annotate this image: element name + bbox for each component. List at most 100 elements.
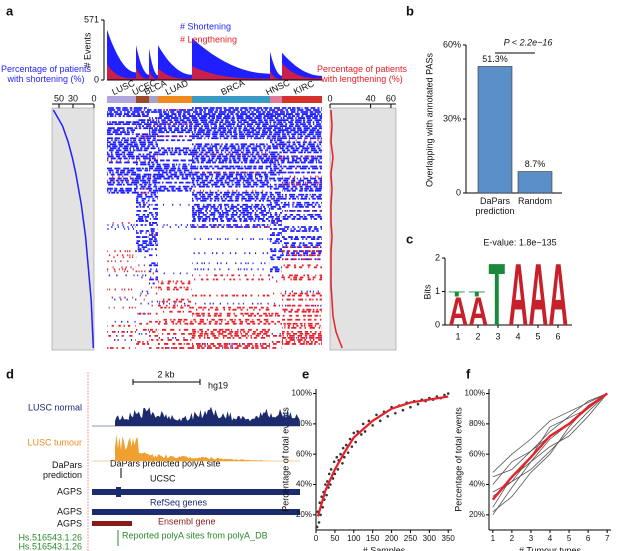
scale-label: 2 kb [157, 369, 174, 379]
category-label: BRCA [219, 78, 246, 98]
category-bar [158, 96, 192, 103]
y-tick-label: 30% [443, 113, 461, 123]
bar [477, 66, 513, 194]
y-tick-label: 1 [435, 286, 440, 296]
x-tick-label: 4 [548, 534, 553, 543]
x-tick-label: 5 [567, 534, 572, 543]
histogram-area [149, 48, 158, 80]
track-label: LUSC tumour [27, 437, 82, 447]
point [327, 472, 331, 476]
point [341, 461, 344, 465]
point [394, 411, 397, 415]
series-line [492, 393, 608, 497]
category-bar [136, 96, 149, 103]
y-axis-label: Percentage of total events [453, 407, 463, 512]
track-annotation: RefSeq genes [150, 497, 208, 507]
point [344, 443, 348, 447]
series-line [491, 392, 608, 501]
point [356, 430, 359, 433]
histogram-area [136, 67, 149, 80]
x-tick-label: Random [518, 196, 552, 206]
annotation: P < 2.2e−16 [504, 37, 553, 47]
axis-label: Percentage of patients with lengthening (… [317, 64, 408, 84]
histogram-area [282, 63, 322, 80]
x-tick-label: 250 [404, 534, 418, 543]
legend-label: # Lengthening [180, 34, 237, 44]
y-tick-label: 20% [469, 510, 485, 519]
x-tick-label: 6 [586, 534, 591, 543]
x-tick-label: 4 [515, 331, 520, 341]
gene-model [116, 487, 121, 497]
track-annotation: Reported polyA sites from polyA_DB [122, 530, 268, 540]
x-tick-label: 40 [366, 93, 376, 103]
polya-id: Hs.516543.1.26 [18, 532, 82, 542]
point [339, 452, 342, 456]
x-tick-label: DaPars prediction [475, 196, 514, 216]
x-tick-label: 0 [314, 534, 319, 543]
fit-line [316, 395, 449, 517]
y-axis-label: Bits [422, 284, 432, 300]
histogram-area [158, 45, 192, 80]
point [317, 521, 321, 524]
point [360, 433, 363, 436]
point [446, 392, 450, 395]
panel-label: a [6, 3, 14, 18]
logo-letter: T [469, 291, 486, 299]
x-axis-label: # Samples [363, 545, 406, 551]
histogram-area [107, 64, 136, 80]
y-tick-label: 60% [469, 449, 485, 458]
point [375, 413, 378, 417]
chart-title: E-value: 1.8e−135 [483, 237, 556, 247]
gene-label: AGPS [57, 518, 82, 528]
logo-letter: A [549, 245, 569, 344]
profile-box [51, 107, 95, 351]
point [336, 468, 340, 471]
profile-line [330, 109, 343, 349]
gene-label: AGPS [57, 486, 82, 496]
point [371, 424, 374, 427]
point [343, 455, 346, 459]
y-tick-label: 80% [469, 419, 485, 428]
point [335, 455, 339, 459]
value-label: 51.3% [482, 54, 508, 64]
y-tick-label: 2 [435, 252, 440, 262]
x-tick-label: 5 [535, 331, 540, 341]
y-tick-label: 80% [296, 419, 312, 428]
point [326, 480, 329, 483]
x-tick-label: 1 [491, 534, 496, 543]
series-line [492, 393, 608, 493]
point [352, 431, 356, 435]
track-annotation: UCSC [150, 473, 176, 483]
bar [517, 171, 553, 194]
histogram-area [107, 29, 136, 81]
y-tick-label: 0 [435, 319, 440, 329]
category-label: LUAD [164, 78, 190, 97]
category-bar [282, 96, 322, 103]
point [348, 437, 352, 441]
point [331, 477, 335, 480]
point [416, 402, 420, 406]
x-tick-label: 30 [68, 93, 78, 103]
x-tick-label: 150 [366, 534, 380, 543]
x-tick-label: 3 [529, 534, 534, 543]
point [363, 430, 367, 433]
point [367, 419, 371, 423]
series-line [492, 393, 608, 513]
y-tick-label: 100% [292, 389, 312, 398]
point [329, 483, 332, 486]
point [378, 419, 382, 423]
point [321, 505, 325, 509]
point [341, 446, 345, 450]
histogram-area [192, 66, 270, 80]
y-tick-label: 20% [296, 510, 312, 519]
track-label: LUSC normal [28, 402, 82, 412]
x-tick-label: 60 [386, 93, 396, 103]
y-tick-label: 0 [94, 74, 99, 84]
panel-label: f [466, 366, 471, 381]
gene-model [92, 509, 300, 515]
axis-label: Percentage of patients with shortening (%… [1, 64, 92, 84]
x-tick-label: 0 [91, 93, 96, 103]
logo-letter: A [449, 290, 469, 334]
coverage-track [115, 434, 272, 461]
